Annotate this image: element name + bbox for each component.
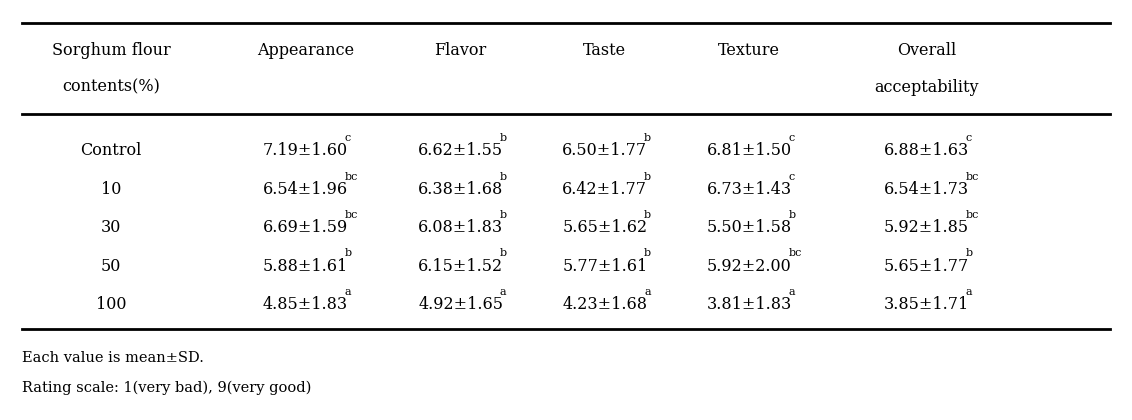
Text: b: b: [644, 249, 651, 258]
Text: c: c: [966, 133, 972, 143]
Text: b: b: [500, 210, 507, 220]
Text: Each value is mean±SD.: Each value is mean±SD.: [23, 351, 204, 365]
Text: b: b: [500, 171, 507, 181]
Text: contents(%): contents(%): [62, 79, 160, 96]
Text: b: b: [644, 210, 651, 220]
Text: b: b: [344, 249, 352, 258]
Text: 6.08±1.83: 6.08±1.83: [418, 219, 503, 236]
Text: 6.50±1.77: 6.50±1.77: [563, 142, 648, 159]
Text: 5.92±1.85: 5.92±1.85: [884, 219, 969, 236]
Text: a: a: [788, 287, 795, 297]
Text: b: b: [788, 210, 796, 220]
Text: a: a: [344, 287, 351, 297]
Text: a: a: [966, 287, 972, 297]
Text: Texture: Texture: [718, 42, 780, 59]
Text: 3.81±1.83: 3.81±1.83: [706, 296, 791, 313]
Text: Rating scale: 1(very bad), 9(very good): Rating scale: 1(very bad), 9(very good): [23, 381, 311, 395]
Text: b: b: [500, 249, 507, 258]
Text: c: c: [788, 171, 795, 181]
Text: bc: bc: [788, 249, 801, 258]
Text: a: a: [500, 287, 506, 297]
Text: 7.19±1.60: 7.19±1.60: [263, 142, 348, 159]
Text: Overall: Overall: [897, 42, 957, 59]
Text: Taste: Taste: [583, 42, 626, 59]
Text: 6.15±1.52: 6.15±1.52: [418, 257, 503, 275]
Text: 6.54±1.96: 6.54±1.96: [263, 181, 348, 198]
Text: 6.62±1.55: 6.62±1.55: [418, 142, 503, 159]
Text: 5.65±1.77: 5.65±1.77: [884, 257, 969, 275]
Text: 50: 50: [101, 257, 121, 275]
Text: 100: 100: [96, 296, 127, 313]
Text: acceptability: acceptability: [874, 79, 979, 96]
Text: 5.88±1.61: 5.88±1.61: [263, 257, 348, 275]
Text: 4.23±1.68: 4.23±1.68: [563, 296, 648, 313]
Text: Appearance: Appearance: [257, 42, 354, 59]
Text: bc: bc: [966, 171, 979, 181]
Text: a: a: [644, 287, 651, 297]
Text: 4.92±1.65: 4.92±1.65: [418, 296, 503, 313]
Text: Flavor: Flavor: [435, 42, 487, 59]
Text: b: b: [966, 249, 972, 258]
Text: 6.73±1.43: 6.73±1.43: [706, 181, 791, 198]
Text: c: c: [344, 133, 351, 143]
Text: 5.50±1.58: 5.50±1.58: [706, 219, 791, 236]
Text: bc: bc: [966, 210, 979, 220]
Text: 10: 10: [101, 181, 121, 198]
Text: 6.42±1.77: 6.42±1.77: [563, 181, 648, 198]
Text: bc: bc: [344, 171, 358, 181]
Text: b: b: [644, 133, 651, 143]
Text: 5.65±1.62: 5.65±1.62: [563, 219, 648, 236]
Text: 6.81±1.50: 6.81±1.50: [706, 142, 791, 159]
Text: 5.77±1.61: 5.77±1.61: [563, 257, 648, 275]
Text: 5.92±2.00: 5.92±2.00: [706, 257, 791, 275]
Text: 6.88±1.63: 6.88±1.63: [884, 142, 969, 159]
Text: b: b: [500, 133, 507, 143]
Text: b: b: [644, 171, 651, 181]
Text: 6.69±1.59: 6.69±1.59: [263, 219, 348, 236]
Text: Control: Control: [80, 142, 142, 159]
Text: 30: 30: [101, 219, 121, 236]
Text: Sorghum flour: Sorghum flour: [52, 42, 171, 59]
Text: 4.85±1.83: 4.85±1.83: [263, 296, 348, 313]
Text: 3.85±1.71: 3.85±1.71: [884, 296, 969, 313]
Text: bc: bc: [344, 210, 358, 220]
Text: c: c: [788, 133, 795, 143]
Text: 6.38±1.68: 6.38±1.68: [418, 181, 504, 198]
Text: 6.54±1.73: 6.54±1.73: [884, 181, 969, 198]
